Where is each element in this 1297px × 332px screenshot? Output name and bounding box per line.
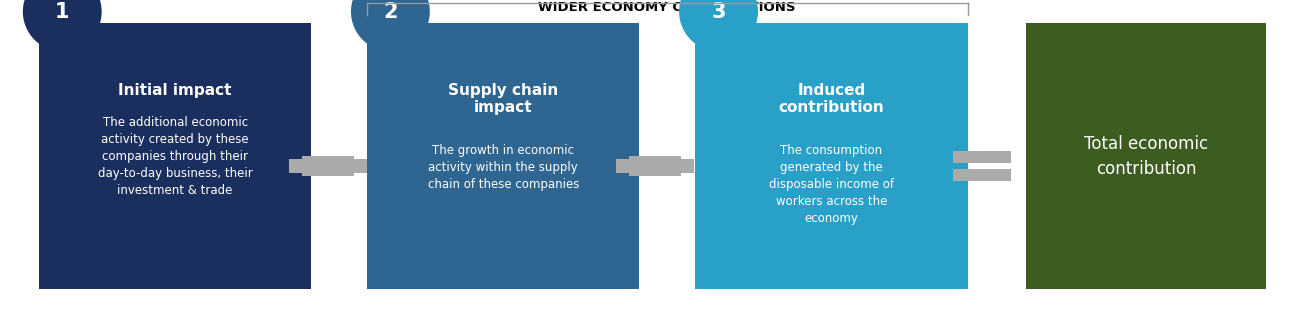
FancyBboxPatch shape	[629, 156, 681, 176]
FancyBboxPatch shape	[695, 23, 968, 289]
Text: Induced
contribution: Induced contribution	[778, 83, 885, 116]
FancyBboxPatch shape	[952, 151, 1012, 163]
Text: WIDER ECONOMY CONTRIBUTIONS: WIDER ECONOMY CONTRIBUTIONS	[538, 1, 795, 14]
FancyBboxPatch shape	[289, 159, 367, 173]
Text: 3: 3	[711, 2, 726, 22]
Ellipse shape	[680, 0, 757, 51]
FancyBboxPatch shape	[1026, 23, 1266, 289]
Text: 2: 2	[383, 2, 398, 22]
FancyBboxPatch shape	[952, 169, 1012, 181]
Text: Supply chain
impact: Supply chain impact	[447, 83, 559, 116]
Text: Total economic
contribution: Total economic contribution	[1084, 134, 1208, 178]
Text: The additional economic
activity created by these
companies through their
day-to: The additional economic activity created…	[97, 116, 253, 197]
Ellipse shape	[23, 0, 101, 51]
Text: The growth in economic
activity within the supply
chain of these companies: The growth in economic activity within t…	[428, 144, 578, 192]
FancyBboxPatch shape	[616, 159, 694, 173]
Text: Initial impact: Initial impact	[118, 83, 232, 98]
FancyBboxPatch shape	[302, 156, 354, 176]
Text: The consumption
generated by the
disposable income of
workers across the
economy: The consumption generated by the disposa…	[769, 144, 894, 225]
FancyBboxPatch shape	[39, 23, 311, 289]
Text: 1: 1	[54, 2, 70, 22]
FancyBboxPatch shape	[367, 23, 639, 289]
Ellipse shape	[351, 0, 429, 51]
